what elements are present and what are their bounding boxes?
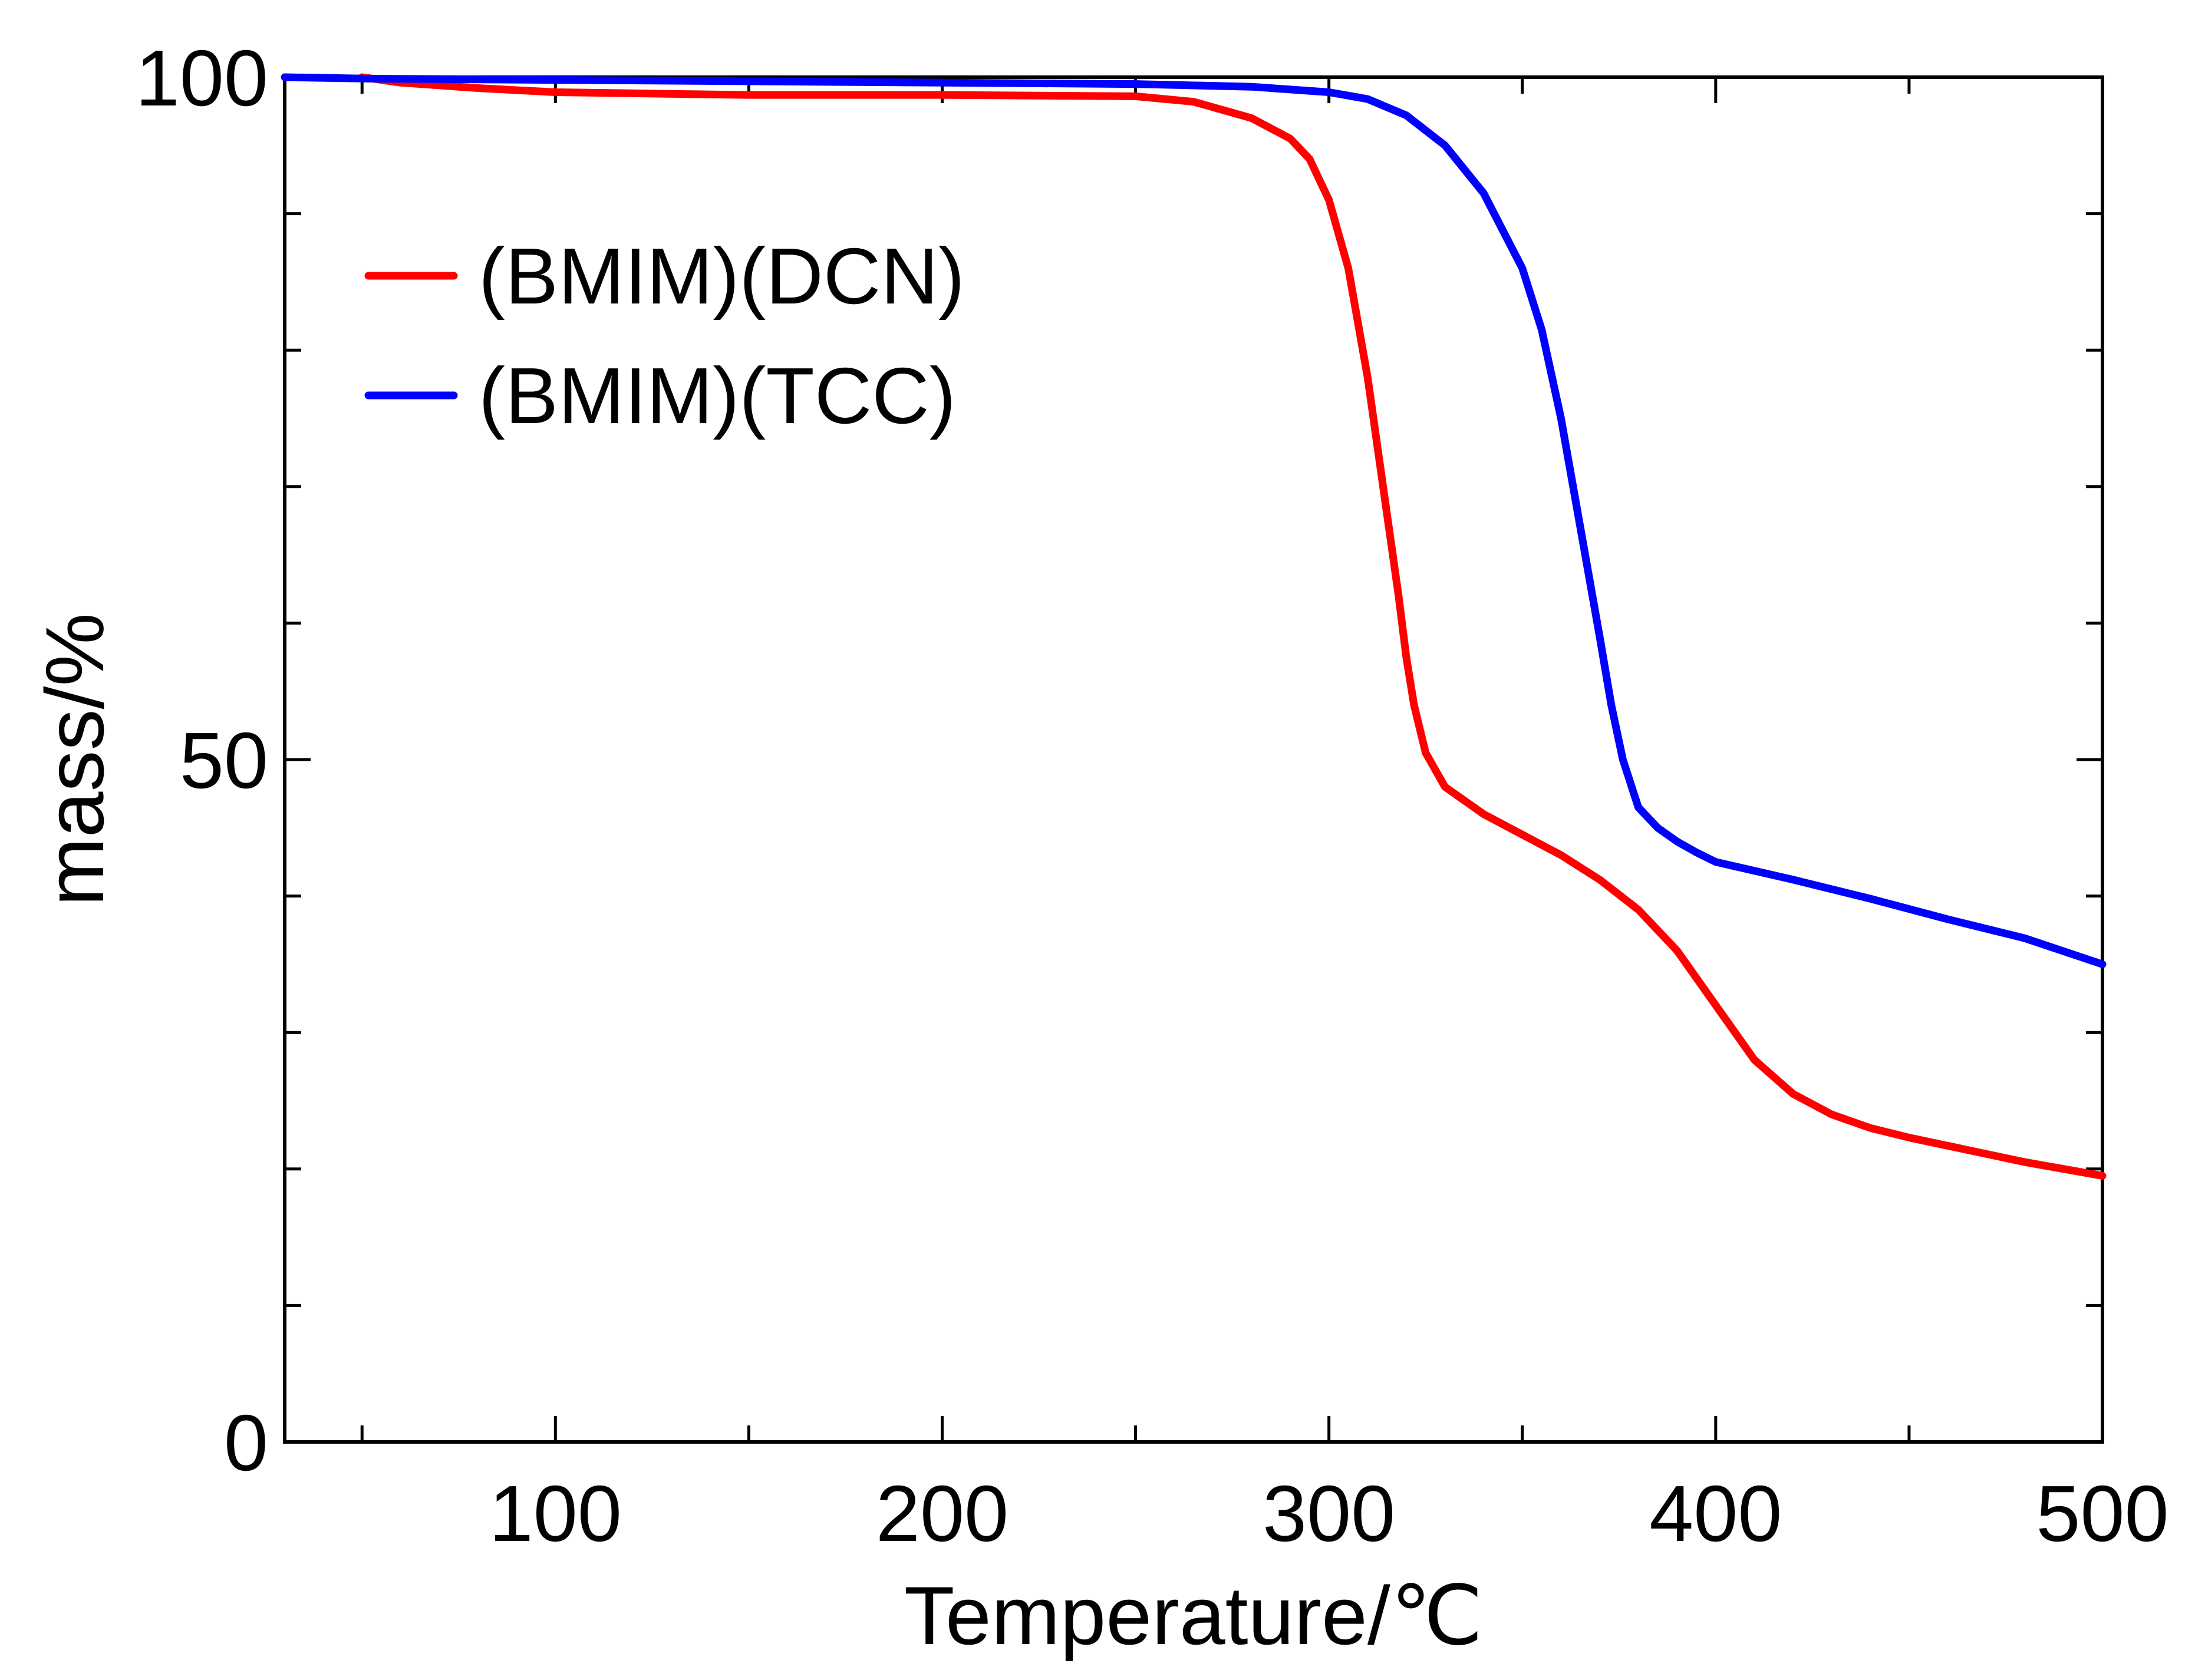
series-line-dcn [358, 73, 2107, 1180]
y-tick-label: 50 [180, 716, 268, 805]
axis-tick-labels: 100 200 300 400 500 0 50 100 [136, 34, 2169, 1558]
y-axis-title: mass/% [28, 613, 121, 906]
series-lines [281, 73, 2107, 1180]
legend-label-tcc: (BMIM)(TCC) [479, 351, 956, 440]
x-tick-label: 100 [489, 1469, 622, 1558]
x-tick-label: 200 [876, 1469, 1008, 1558]
series-line-tcc [281, 73, 2107, 968]
y-tick-label: 0 [224, 1398, 268, 1487]
x-tick-label: 300 [1263, 1469, 1395, 1558]
legend-label-dcn: (BMIM)(DCN) [479, 232, 965, 321]
legend: (BMIM)(DCN) (BMIM)(TCC) [364, 232, 965, 440]
x-tick-label: 500 [2036, 1469, 2168, 1558]
y-tick-label: 100 [136, 34, 268, 123]
x-axis-title: Temperature/℃ [904, 1569, 1483, 1662]
x-tick-label: 400 [1649, 1469, 1782, 1558]
